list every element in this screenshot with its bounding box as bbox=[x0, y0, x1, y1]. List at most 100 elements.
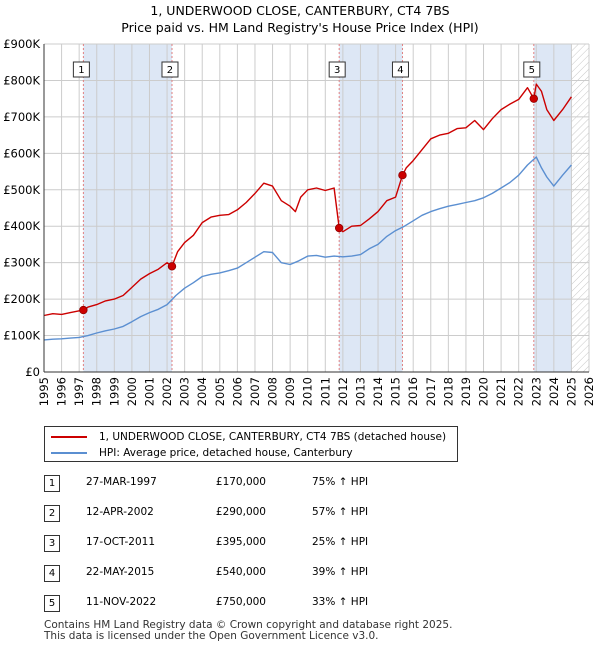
x-tick-label: 2017 bbox=[424, 377, 438, 406]
x-tick-label: 1997 bbox=[72, 377, 86, 406]
y-tick-label: £100K bbox=[3, 329, 40, 343]
footer-copyright: Contains HM Land Registry data © Crown c… bbox=[44, 619, 453, 631]
sales-table: 1 27-MAR-1997 £170,000 75% ↑ HPI 2 12-AP… bbox=[44, 473, 464, 623]
y-tick-label: £200K bbox=[3, 292, 40, 306]
ownership-shade bbox=[83, 44, 172, 372]
sale-row: 2 12-APR-2002 £290,000 57% ↑ HPI bbox=[44, 503, 464, 533]
sale-date: 12-APR-2002 bbox=[86, 506, 154, 518]
sale-number-box bbox=[328, 61, 346, 78]
sale-number-badge: 1 bbox=[44, 475, 60, 492]
legend-swatch-property bbox=[51, 435, 87, 438]
sale-date: 11-NOV-2022 bbox=[86, 596, 157, 608]
sale-number-box bbox=[72, 61, 90, 78]
sale-point bbox=[79, 305, 88, 315]
sale-number-label: 4 bbox=[397, 65, 403, 76]
hpi-line bbox=[43, 156, 572, 341]
y-tick-label: £300K bbox=[3, 256, 40, 270]
sale-price: £540,000 bbox=[215, 566, 266, 578]
future-hatch bbox=[571, 44, 589, 372]
x-tick-label: 2020 bbox=[477, 377, 491, 406]
sale-point bbox=[529, 94, 538, 103]
footer: Contains HM Land Registry data © Crown c… bbox=[44, 620, 584, 642]
x-tick-label: 2000 bbox=[125, 377, 139, 406]
sale-hpi-change: 25% ↑ HPI bbox=[312, 536, 369, 548]
legend-item-property: 1, UNDERWOOD CLOSE, CANTERBURY, CT4 7BS … bbox=[51, 429, 446, 444]
sale-point bbox=[398, 170, 407, 180]
x-tick-label: 2004 bbox=[195, 377, 209, 406]
x-tick-label: 2002 bbox=[160, 377, 174, 406]
chart-title-line1: 1, UNDERWOOD CLOSE, CANTERBURY, CT4 7BS bbox=[150, 3, 450, 18]
sale-date: 22-MAY-2015 bbox=[86, 566, 155, 578]
y-tick-label: £900K bbox=[3, 37, 40, 51]
sale-number-label: 5 bbox=[529, 65, 535, 76]
legend-swatch-hpi bbox=[51, 451, 87, 454]
sale-number-badge: 5 bbox=[44, 595, 60, 612]
sale-hpi-change: 33% ↑ HPI bbox=[312, 596, 369, 608]
x-tick-label: 2022 bbox=[512, 377, 526, 406]
sale-price: £395,000 bbox=[215, 536, 266, 548]
sale-hpi-change: 57% ↑ HPI bbox=[312, 506, 369, 518]
sale-number-label: 2 bbox=[167, 65, 173, 76]
x-tick-label: 1998 bbox=[90, 377, 104, 406]
sale-price: £750,000 bbox=[215, 596, 266, 608]
x-tick-label: 2013 bbox=[353, 377, 367, 406]
y-tick-label: £400K bbox=[3, 219, 40, 233]
legend-label-hpi: HPI: Average price, detached house, Cant… bbox=[99, 446, 353, 459]
sale-date: 17-OCT-2011 bbox=[86, 536, 155, 548]
x-tick-label: 2016 bbox=[406, 377, 420, 406]
sale-number-box bbox=[391, 61, 409, 78]
sale-number-label: 3 bbox=[334, 65, 340, 76]
x-tick-label: 2025 bbox=[564, 377, 578, 406]
x-tick-label: 2026 bbox=[582, 377, 596, 406]
x-tick-label: 2010 bbox=[301, 377, 315, 406]
x-tick-label: 2024 bbox=[547, 377, 561, 406]
x-tick-label: 2023 bbox=[529, 377, 543, 406]
sale-point bbox=[167, 262, 177, 271]
price-chart: 1 2 3 4 5 £0 £100K £200K £300K £400K £500K £600K £7… bbox=[3, 37, 596, 406]
x-tick-label: 2005 bbox=[213, 377, 227, 406]
sale-number-label: 1 bbox=[78, 65, 84, 76]
sale-row: 1 27-MAR-1997 £170,000 75% ↑ HPI bbox=[44, 473, 464, 503]
y-tick-label: £600K bbox=[3, 146, 40, 160]
footer-licence: This data is licensed under the Open Gov… bbox=[44, 630, 379, 642]
y-tick-label: £700K bbox=[3, 110, 40, 124]
legend-label-property: 1, UNDERWOOD CLOSE, CANTERBURY, CT4 7BS … bbox=[99, 430, 447, 443]
ownership-shade bbox=[339, 44, 403, 372]
y-tick-label: £800K bbox=[3, 73, 40, 87]
x-tick-label: 1995 bbox=[37, 377, 51, 406]
legend: 1, UNDERWOOD CLOSE, CANTERBURY, CT4 7BS … bbox=[44, 426, 458, 462]
sale-row: 5 11-NOV-2022 £750,000 33% ↑ HPI bbox=[44, 593, 464, 623]
x-tick-label: 2019 bbox=[459, 377, 473, 406]
sale-point bbox=[334, 223, 344, 233]
x-tick-label: 2018 bbox=[441, 377, 455, 406]
legend-item-hpi: HPI: Average price, detached house, Cant… bbox=[51, 445, 353, 460]
x-tick-label: 2015 bbox=[389, 377, 403, 406]
x-tick-label: 2006 bbox=[230, 377, 244, 406]
x-tick-label: 2014 bbox=[371, 377, 385, 406]
x-tick-label: 2003 bbox=[178, 377, 192, 406]
sale-number-badge: 2 bbox=[44, 505, 60, 522]
sale-hpi-change: 75% ↑ HPI bbox=[312, 476, 369, 488]
x-tick-label: 2012 bbox=[336, 377, 350, 406]
sale-number-box bbox=[161, 61, 179, 78]
sale-price: £290,000 bbox=[215, 506, 266, 518]
ownership-shade bbox=[533, 44, 572, 372]
sale-price: £170,000 bbox=[215, 476, 266, 488]
sale-number-badge: 3 bbox=[44, 535, 60, 552]
x-tick-label: 2021 bbox=[494, 377, 508, 406]
y-tick-label: £500K bbox=[3, 183, 40, 197]
y-tick-label: £0 bbox=[25, 365, 40, 379]
x-tick-label: 2008 bbox=[266, 377, 280, 406]
x-tick-label: 1999 bbox=[107, 377, 121, 406]
x-tick-label: 2009 bbox=[283, 377, 297, 406]
sale-row: 4 22-MAY-2015 £540,000 39% ↑ HPI bbox=[44, 563, 464, 593]
chart-title: 1, UNDERWOOD CLOSE, CANTERBURY, CT4 7BS … bbox=[0, 2, 600, 36]
x-tick-label: 2001 bbox=[142, 377, 156, 406]
sale-hpi-change: 39% ↑ HPI bbox=[312, 566, 369, 578]
chart-title-line2: Price paid vs. HM Land Registry's House … bbox=[121, 20, 479, 35]
sale-row: 3 17-OCT-2011 £395,000 25% ↑ HPI bbox=[44, 533, 464, 563]
sale-date: 27-MAR-1997 bbox=[86, 476, 157, 488]
x-tick-label: 2007 bbox=[248, 377, 262, 406]
property-price-line bbox=[43, 83, 572, 317]
x-tick-label: 1996 bbox=[55, 377, 69, 406]
